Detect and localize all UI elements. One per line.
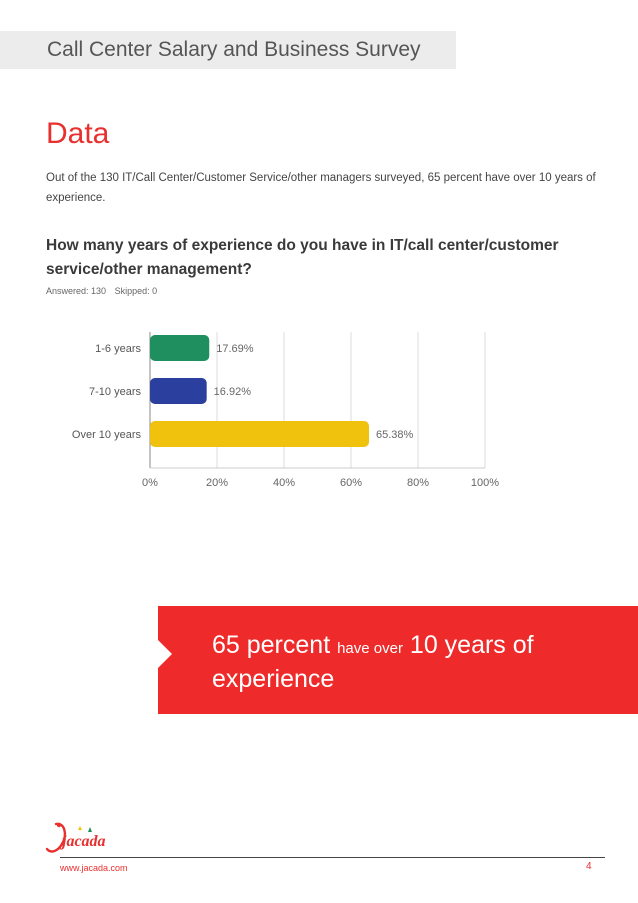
callout-part-1: 65 percent xyxy=(212,631,331,659)
x-tick-label: 60% xyxy=(340,477,362,489)
document-title: Call Center Salary and Business Survey xyxy=(47,38,421,61)
footer-url[interactable]: www.jacada.com xyxy=(60,863,128,873)
bar xyxy=(150,378,207,404)
callout-part-3: 10 years of experience xyxy=(212,631,534,693)
x-tick-label: 40% xyxy=(273,477,295,489)
highlight-callout xyxy=(158,606,638,714)
x-tick-label: 80% xyxy=(407,477,429,489)
experience-bar-chart: 0% 20% 40% 60% 80% 100% 1-6 years 17.69% 7-10 ye… xyxy=(72,332,499,489)
category-label: Over 10 years xyxy=(72,429,142,441)
category-label: 7-10 years xyxy=(89,386,141,398)
logo-text: jacada xyxy=(59,833,106,850)
x-tick-label: 0% xyxy=(142,477,158,489)
callout-part-2: have over xyxy=(337,640,403,657)
section-title: Data xyxy=(46,117,110,150)
skipped-count: Skipped: 0 xyxy=(114,286,158,296)
answered-count: Answered: 130 xyxy=(46,286,107,296)
callout-text: 65 percent have over 10 years of experie… xyxy=(212,630,612,694)
survey-question: How many years of experience do you have… xyxy=(46,237,559,278)
value-label: 16.92% xyxy=(214,386,252,398)
chart-bars xyxy=(150,335,370,447)
response-meta: Answered: 130 Skipped: 0 xyxy=(46,286,163,296)
jacada-logo: jacada xyxy=(45,822,106,853)
category-label: 1-6 years xyxy=(95,343,141,355)
value-label: 17.69% xyxy=(216,343,254,355)
bar xyxy=(150,335,210,361)
value-label: 65.38% xyxy=(376,429,414,441)
intro-paragraph: Out of the 130 IT/Call Center/Customer S… xyxy=(46,172,596,204)
x-tick-label: 20% xyxy=(206,477,228,489)
chart-labels: 0% 20% 40% 60% 80% 100% 1-6 years 17.69% 7-10 ye… xyxy=(72,343,499,489)
footer-rule xyxy=(60,857,605,858)
x-tick-label: 100% xyxy=(471,477,499,489)
page-number: 4 xyxy=(586,861,592,872)
header-band xyxy=(0,31,456,69)
callout-notch xyxy=(158,640,172,668)
bar xyxy=(150,421,370,447)
